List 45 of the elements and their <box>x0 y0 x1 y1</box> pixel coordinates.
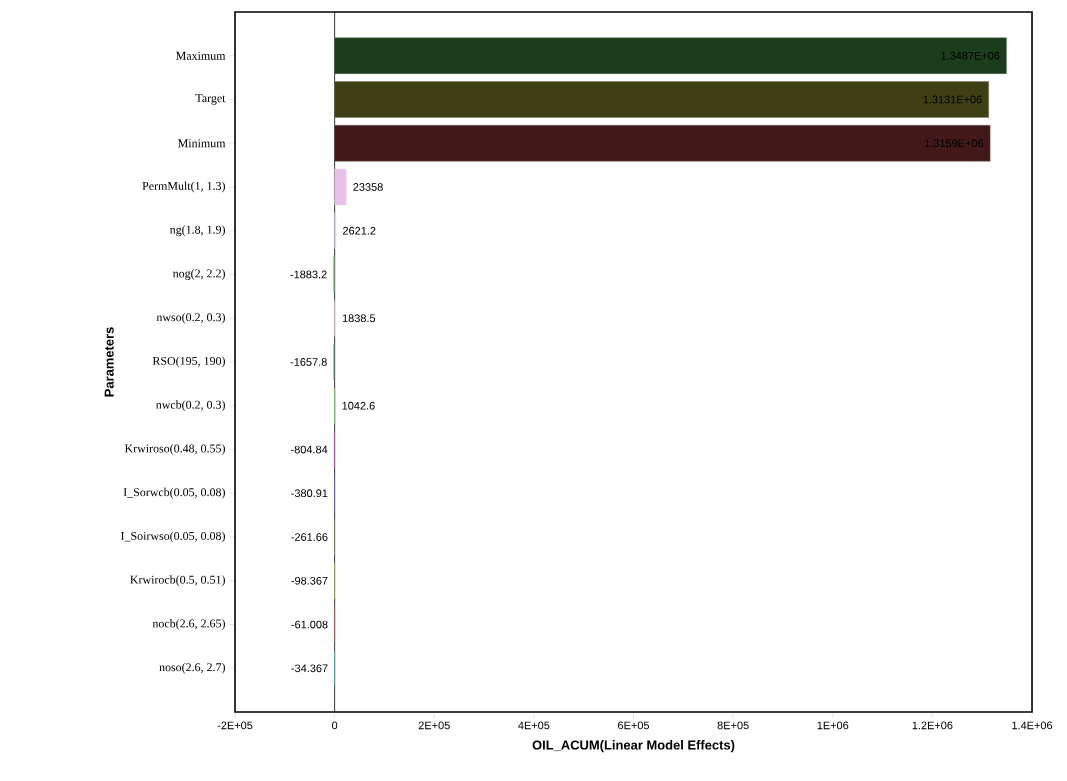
x-axis-title: OIL_ACUM(Linear Model Effects) <box>532 740 735 753</box>
bar <box>334 37 1007 74</box>
y-tick-label: Krwiroso(0.48, 0.55) <box>124 444 225 455</box>
data-label: -1883.2 <box>290 270 327 279</box>
y-tick-label: Minimum <box>178 139 226 148</box>
y-tick-label: nocb(2.6, 2.65) <box>152 619 225 630</box>
data-label: 2621.2 <box>343 226 376 235</box>
x-tick-label: 4E+05 <box>518 721 550 730</box>
y-tick-label: noso(2.6, 2.7) <box>159 662 225 674</box>
x-tick-label: 2E+05 <box>418 721 450 730</box>
data-label: 1.3131E+06 <box>923 95 982 104</box>
x-tick-label: -2E+05 <box>217 721 253 730</box>
y-tick-label: I_Soirwso(0.05, 0.08) <box>120 531 225 543</box>
y-tick-label: PermMult(1, 1.3) <box>142 181 225 193</box>
data-label: 1838.5 <box>342 314 376 323</box>
y-axis-title: Parameters <box>104 327 114 397</box>
y-tick-label: Maximum <box>176 51 226 60</box>
x-tick-label: 0 <box>332 721 338 730</box>
data-label: -34.367 <box>291 664 328 673</box>
data-label: -61.008 <box>291 620 328 629</box>
data-label: -261.66 <box>291 533 328 541</box>
y-tick-label: nog(2, 2.2) <box>172 269 225 280</box>
y-tick-label: nwcb(0.2, 0.3) <box>156 400 225 412</box>
y-tick-label: Target <box>195 94 226 105</box>
data-label: -1657.8 <box>290 358 327 366</box>
bar <box>334 125 991 162</box>
data-label: -804.84 <box>291 445 328 454</box>
data-label: 23358 <box>353 183 383 191</box>
data-label: 1.3159E+06 <box>925 139 984 148</box>
x-tick-label: 1.4E+06 <box>1012 721 1053 730</box>
bar <box>334 168 347 206</box>
data-label: 1.3487E+06 <box>941 51 1000 60</box>
data-label: -98.367 <box>291 576 328 585</box>
data-label: 1042.6 <box>342 401 375 410</box>
y-tick-label: Krwirocb(0.5, 0.51) <box>130 575 225 587</box>
x-tick-label: 8E+05 <box>717 721 749 730</box>
x-tick-label: 1E+06 <box>817 721 849 730</box>
bar <box>334 81 989 118</box>
data-label: -380.91 <box>291 489 328 498</box>
y-tick-label: RSO(195, 190) <box>152 356 225 368</box>
y-tick-label: ng(1.8, 1.9) <box>169 225 225 237</box>
x-tick-label: 1.2E+06 <box>912 721 953 730</box>
y-tick-label: I_Sorwcb(0.05, 0.08) <box>123 487 225 499</box>
y-tick-label: nwso(0.2, 0.3) <box>156 312 225 324</box>
x-tick-label: 6E+05 <box>618 721 650 730</box>
